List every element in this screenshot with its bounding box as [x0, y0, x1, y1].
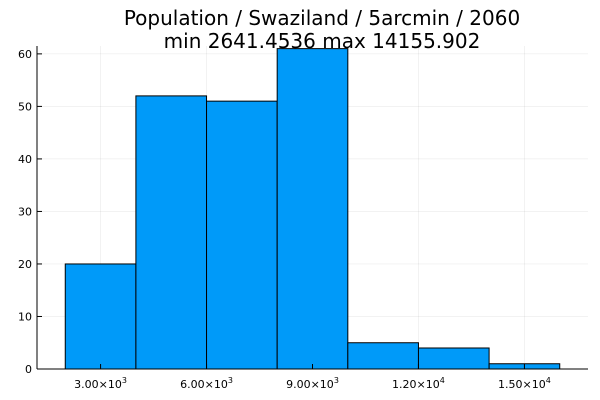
bar-2 — [206, 100, 278, 370]
y-tick-label-6: 60 — [18, 48, 32, 61]
y-tick-label-5: 50 — [18, 100, 32, 113]
x-tick-label-0: 3.00×103 — [74, 376, 127, 391]
bar-5 — [417, 347, 490, 370]
y-tick-label-4: 40 — [18, 153, 32, 166]
tick-labels: 0 10 20 30 40 50 60 3.00×103 6.00×103 9.00×103 1.2… — [18, 48, 551, 391]
axes — [36, 46, 588, 370]
x-tick-label-4: 1.50×104 — [498, 376, 551, 391]
bar-4 — [347, 342, 419, 370]
y-tick-label-0: 0 — [25, 363, 32, 376]
bar-0 — [64, 263, 137, 370]
bars — [64, 48, 561, 370]
y-tick-label-3: 30 — [18, 205, 32, 218]
y-tick-label-1: 10 — [18, 310, 32, 323]
y-tick-label-2: 20 — [18, 258, 32, 271]
x-tick-label-3: 1.20×104 — [392, 376, 445, 391]
chart-subtitle: min 2641.4536 max 14155.902 — [164, 29, 481, 53]
bar-1 — [135, 95, 208, 370]
x-tick-label-2: 9.00×103 — [286, 376, 339, 391]
chart-title: Population / Swaziland / 5arcmin / 2060 — [124, 6, 520, 30]
x-tick-label-1: 6.00×103 — [180, 376, 233, 391]
bar-3 — [276, 48, 349, 370]
